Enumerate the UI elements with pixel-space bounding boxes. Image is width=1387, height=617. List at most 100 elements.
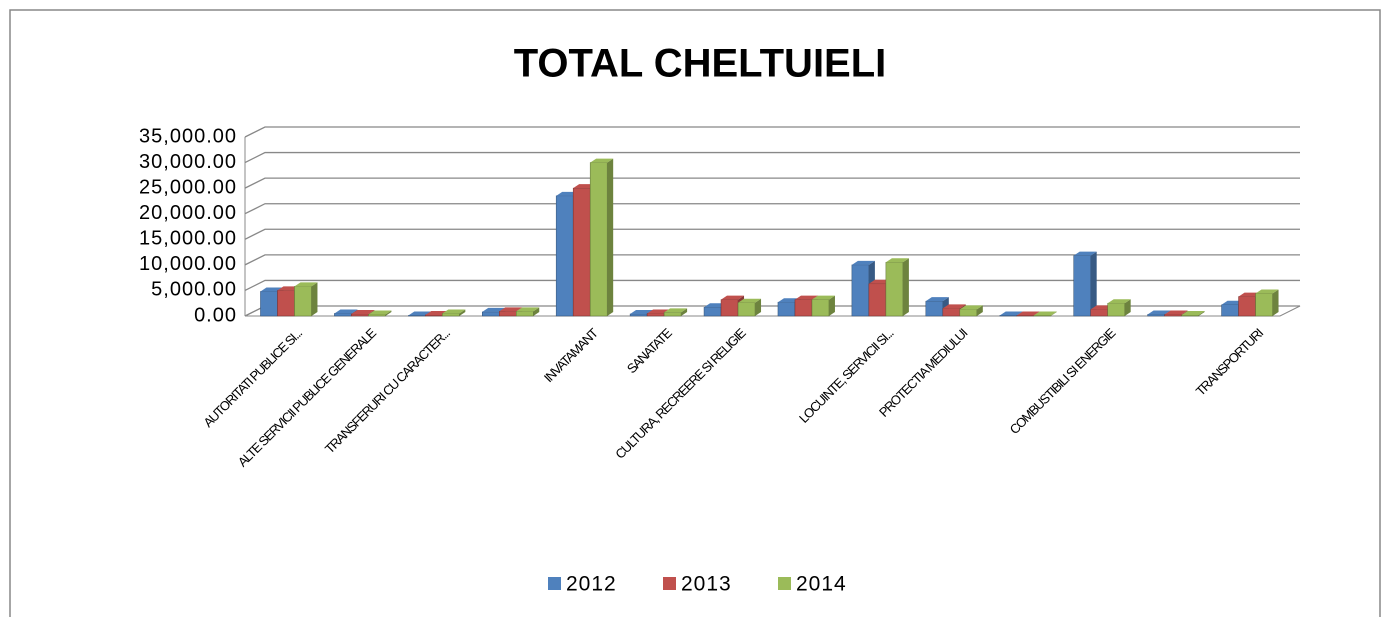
bar-top — [1073, 251, 1097, 256]
x-tick-label: TRANSPORTURI — [1193, 326, 1266, 399]
bar-front — [1033, 315, 1051, 317]
bar — [959, 305, 983, 317]
bar-top — [408, 311, 432, 316]
bar-front — [277, 290, 295, 317]
bar-top — [664, 308, 688, 313]
bar-front — [351, 313, 369, 317]
y-tick-label: 25,000.00 — [139, 176, 237, 198]
bar-top — [1164, 310, 1188, 315]
bar-front — [629, 313, 648, 317]
legend-swatch — [548, 577, 561, 590]
bar-front — [334, 313, 352, 317]
bar-top — [334, 309, 358, 314]
grid-line — [244, 126, 1300, 138]
bar-top — [999, 311, 1023, 316]
bar-front — [482, 311, 500, 317]
bar-top — [1255, 289, 1279, 294]
bar-front — [663, 312, 682, 317]
bar-top — [925, 297, 949, 302]
bar-front — [1016, 315, 1034, 317]
bar-top — [368, 310, 392, 315]
bar-top — [721, 295, 745, 300]
bar-side — [385, 310, 392, 316]
bar-front — [408, 315, 426, 317]
bar-top — [794, 295, 818, 300]
bar-front — [516, 311, 534, 317]
chart-title: TOTAL CHELTUIELI — [514, 42, 887, 86]
bar-top — [590, 158, 614, 163]
bar-top — [442, 309, 466, 314]
bar-front — [885, 262, 904, 317]
bar-side — [1090, 251, 1097, 316]
bar — [885, 258, 909, 317]
bar-front — [589, 162, 608, 317]
y-tick-label: 35,000.00 — [139, 125, 237, 147]
bar-side — [1050, 311, 1057, 316]
bar-top — [482, 307, 506, 312]
bar-side — [1198, 310, 1205, 316]
y-tick-label: 30,000.00 — [139, 151, 237, 173]
bar-front — [720, 299, 739, 317]
bar-front — [851, 264, 870, 317]
bar-top — [1107, 299, 1131, 304]
y-tick-label: 15,000.00 — [139, 228, 237, 250]
bar-front — [368, 314, 386, 317]
bar-side — [607, 158, 614, 316]
bar-side — [311, 282, 318, 316]
y-tick-label: 5,000.00 — [151, 279, 237, 301]
bar — [1033, 311, 1057, 317]
bar-front — [572, 187, 591, 317]
bar-top — [516, 307, 540, 312]
bar-front — [811, 299, 830, 317]
bar-front — [442, 313, 460, 317]
bar-top — [811, 295, 835, 300]
grid-line — [244, 254, 1300, 266]
bar-side — [755, 298, 762, 316]
bar-top — [942, 304, 966, 309]
bar-side — [902, 258, 909, 316]
bar — [1181, 310, 1205, 317]
bar-front — [1221, 304, 1239, 317]
legend-swatch — [778, 577, 791, 590]
grid-line — [244, 151, 1300, 164]
bar-front — [1238, 296, 1256, 317]
y-tick-label: 0.00 — [194, 304, 237, 326]
bar-front — [646, 313, 665, 317]
bar-front — [1073, 255, 1091, 317]
bar-side — [681, 308, 688, 316]
bar — [737, 298, 762, 317]
bar — [1073, 251, 1097, 317]
grid-line — [244, 177, 1300, 189]
bar-side — [1272, 289, 1279, 316]
bar — [1255, 289, 1279, 317]
x-tick-label: INVATAMANT — [541, 325, 601, 385]
bar-top — [959, 305, 983, 310]
bar-top — [1147, 310, 1171, 315]
bar-front — [737, 302, 756, 317]
bar-side — [533, 307, 540, 316]
bar-top — [1181, 310, 1205, 315]
bar-top — [630, 309, 654, 314]
bar-front — [868, 283, 887, 317]
bar — [294, 282, 318, 317]
bar — [589, 158, 614, 317]
bar-front — [425, 314, 443, 317]
chart-border — [9, 9, 1381, 617]
bar-front — [999, 315, 1017, 317]
bar-front — [925, 300, 944, 317]
legend-label: 2013 — [681, 573, 732, 596]
grid-line — [244, 279, 1300, 292]
legend-swatch — [663, 577, 676, 590]
bar-top — [1033, 311, 1057, 316]
bar-top — [351, 309, 375, 314]
bar-side — [1124, 299, 1131, 316]
x-tick-label: ALTE SERVICII PUBLICE GENERALE — [235, 325, 380, 470]
bar-top — [294, 282, 318, 287]
bar — [811, 295, 835, 317]
bar-front — [794, 299, 813, 317]
bar-top — [1016, 311, 1040, 316]
bar-front — [1164, 314, 1182, 317]
bar-front — [942, 308, 961, 317]
bar-top — [851, 260, 875, 265]
